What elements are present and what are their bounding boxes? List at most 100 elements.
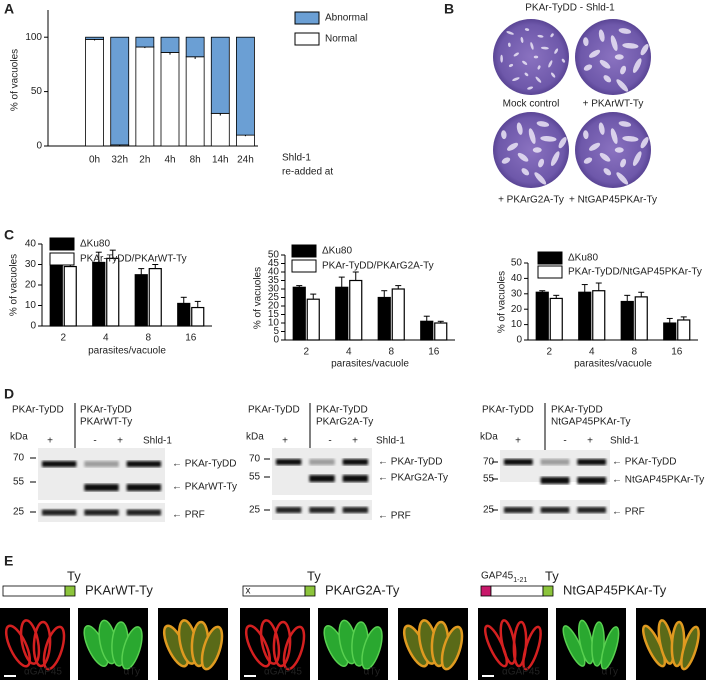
y-tick-label: 10	[511, 319, 523, 330]
legend-label: PKAr-TyDD/PKArWT-Ty	[80, 254, 187, 265]
x-tick-label: 2	[303, 347, 309, 358]
plaque	[620, 158, 627, 168]
legend-label: Normal	[325, 34, 357, 45]
construct-body	[2, 585, 66, 597]
blot-band	[276, 459, 302, 465]
parasite	[591, 621, 605, 667]
bar	[420, 320, 434, 341]
y-tick-label: 10	[268, 318, 280, 329]
plaque	[632, 151, 642, 167]
stain-label: αGAP45	[502, 667, 540, 678]
blot-band	[276, 507, 302, 513]
bar	[578, 291, 592, 341]
construct-mutation: x	[246, 586, 251, 597]
construct-tag	[64, 585, 76, 597]
bar	[434, 322, 448, 341]
bar	[391, 288, 405, 341]
plaque	[583, 130, 589, 140]
plaque	[550, 72, 556, 78]
x-axis-label: parasites/vacuole	[88, 346, 166, 357]
y-tick-label: 25	[268, 292, 280, 303]
plaque	[520, 36, 524, 43]
panel-letter: E	[4, 553, 13, 569]
legend-label: ΔKu80	[80, 239, 110, 250]
plaque	[618, 28, 632, 34]
treatment-label: Shld-1	[143, 436, 172, 447]
bar	[549, 297, 563, 341]
plaque	[516, 122, 523, 135]
blot-group-label: PKAr-TyDD	[316, 405, 368, 416]
plaque	[614, 147, 624, 153]
blot-group-label: PKArG2A-Ty	[316, 417, 373, 428]
legend-swatch	[537, 251, 563, 265]
blot-band	[342, 459, 368, 465]
blot-band	[577, 477, 606, 484]
y-tick-label: 15	[268, 309, 280, 320]
parasite	[361, 626, 383, 670]
y-tick-label: 0	[273, 335, 279, 346]
plaque	[534, 172, 547, 185]
plaque-well	[575, 19, 651, 95]
plaque	[640, 44, 649, 56]
panel-letter: A	[4, 1, 14, 17]
blot-band	[84, 484, 119, 491]
x-tick-label: 8	[145, 333, 151, 344]
panel-letter: D	[4, 386, 14, 402]
parasite	[32, 620, 52, 668]
bar	[335, 286, 349, 341]
legend-swatch	[291, 259, 317, 273]
parasite	[4, 624, 32, 668]
y-tick-label: 100	[25, 32, 42, 43]
plaque	[583, 64, 593, 71]
x-tick-label: 4	[103, 333, 109, 344]
plaque	[524, 72, 529, 77]
band-label: ← PRF	[172, 510, 205, 521]
y-tick-label: 20	[511, 304, 523, 315]
y-tick-label: 0	[36, 141, 42, 152]
parasite	[282, 625, 306, 671]
blot-group-label: PKAr-TyDD	[12, 405, 64, 416]
bar	[191, 306, 205, 327]
bar-segment	[185, 56, 205, 147]
y-tick-label: 40	[268, 267, 280, 278]
plaque	[537, 34, 544, 38]
construct-tag	[304, 585, 316, 597]
plaque-well	[493, 112, 569, 188]
blot-group-label: NtGAP45PKAr-Ty	[551, 417, 630, 428]
parasite	[600, 626, 620, 670]
marker-label: 25	[249, 505, 261, 516]
lane-label: +	[352, 436, 358, 447]
plaque	[507, 142, 519, 151]
blot-band	[309, 459, 335, 465]
plaque	[517, 152, 529, 162]
blot-band	[342, 507, 368, 513]
legend-swatch	[291, 244, 317, 258]
plaque	[513, 52, 519, 57]
plaque	[501, 157, 511, 164]
plaque	[527, 86, 534, 90]
plaque	[512, 77, 520, 82]
lane-label: +	[282, 436, 288, 447]
lane-label: -	[93, 436, 96, 447]
blot-strip	[38, 448, 165, 500]
plaque	[561, 58, 566, 63]
plaque	[589, 142, 601, 151]
bar-segment	[160, 52, 180, 147]
x-axis-label: Shld-1	[282, 153, 311, 164]
plaque	[532, 147, 542, 153]
blot-band	[84, 461, 119, 467]
marker-label: 55	[249, 472, 261, 483]
parasite	[259, 619, 281, 665]
legend-swatch	[294, 11, 320, 25]
marker-label: 25	[483, 505, 495, 516]
band-label: ← PKAr-TyDD	[378, 457, 442, 468]
bar	[292, 286, 306, 341]
marker-label: 70	[483, 457, 495, 468]
plaque	[598, 29, 605, 42]
construct-body	[242, 585, 306, 597]
y-tick-label: 50	[511, 258, 523, 269]
x-tick-label: 4	[346, 347, 352, 358]
bar-segment	[160, 36, 180, 53]
blot-kda-label: kDa	[246, 432, 264, 443]
y-axis-label: % of vacuoles	[253, 267, 264, 329]
